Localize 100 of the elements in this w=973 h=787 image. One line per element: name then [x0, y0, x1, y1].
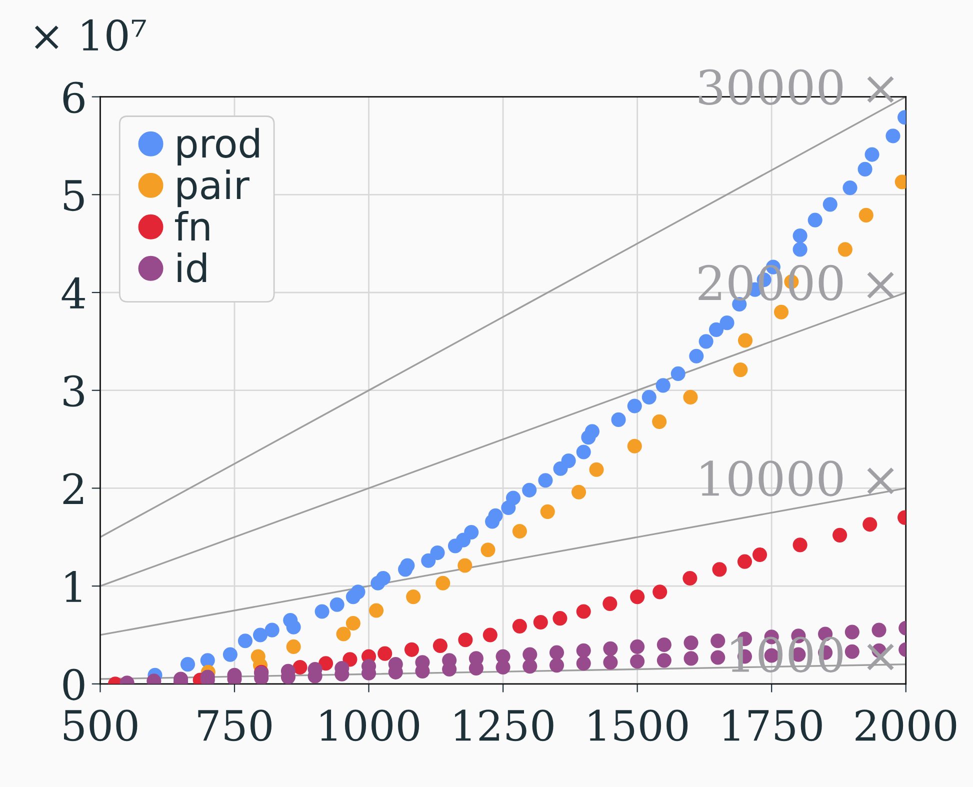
point — [400, 558, 415, 573]
point — [630, 654, 645, 669]
legend-label: prod — [178, 128, 259, 166]
point — [627, 398, 642, 414]
point — [584, 424, 600, 439]
point — [682, 570, 698, 586]
point — [642, 390, 656, 404]
point — [670, 366, 686, 381]
point — [652, 584, 668, 600]
point — [404, 642, 420, 657]
point — [430, 546, 445, 560]
point — [603, 641, 618, 656]
point — [576, 604, 591, 619]
point — [571, 484, 586, 500]
point — [627, 438, 642, 454]
point — [480, 542, 496, 558]
point — [858, 208, 874, 222]
point — [369, 603, 384, 618]
point — [522, 482, 537, 498]
point — [774, 304, 789, 320]
point — [549, 658, 564, 673]
point — [222, 647, 238, 662]
x-tick-label: 1750 — [724, 710, 822, 742]
point — [561, 454, 576, 468]
point — [512, 618, 527, 634]
x-tick-label: 1000 — [320, 710, 420, 742]
point — [540, 504, 555, 519]
point — [689, 348, 704, 364]
point — [792, 228, 808, 244]
y-tick-label: 5 — [64, 180, 84, 212]
point — [792, 538, 808, 552]
y-tick-label: 2 — [63, 473, 83, 504]
point — [488, 508, 503, 523]
point — [611, 412, 626, 427]
point — [872, 622, 886, 638]
point — [698, 334, 714, 349]
x-tick-label: 750 — [198, 710, 272, 742]
point — [286, 639, 301, 654]
point — [350, 584, 366, 600]
point — [603, 655, 618, 670]
point — [844, 624, 860, 640]
point — [710, 650, 726, 665]
legend-label: pair — [178, 169, 250, 208]
point — [533, 614, 548, 630]
point — [656, 653, 672, 668]
point — [346, 616, 360, 631]
point — [656, 637, 672, 652]
point — [378, 646, 392, 661]
point — [576, 656, 591, 671]
y-tick-label: 4 — [62, 277, 85, 308]
point — [710, 634, 726, 648]
point — [708, 322, 724, 337]
point — [482, 628, 498, 642]
point — [552, 611, 568, 626]
point — [683, 390, 698, 404]
point — [862, 517, 878, 532]
point — [656, 378, 670, 393]
point — [506, 490, 521, 506]
point — [684, 651, 698, 666]
point — [733, 362, 748, 378]
point — [330, 597, 344, 612]
point — [342, 652, 358, 667]
point — [630, 590, 645, 604]
legend-label: id — [178, 252, 206, 283]
point — [576, 444, 591, 460]
series-label: 10000 × — [701, 460, 894, 496]
point — [838, 242, 852, 257]
point — [314, 604, 330, 619]
point — [180, 657, 196, 672]
y-tick-label: 0 — [63, 668, 84, 700]
point — [842, 180, 858, 196]
point — [458, 558, 472, 573]
point — [376, 570, 391, 586]
point — [844, 644, 860, 659]
point — [458, 632, 473, 648]
point — [720, 316, 734, 330]
point — [432, 638, 448, 654]
y-tick-label: 6 — [63, 82, 84, 114]
point — [752, 547, 768, 562]
point — [886, 128, 900, 144]
point — [589, 462, 604, 477]
point — [264, 622, 280, 638]
point — [630, 639, 645, 654]
point — [464, 524, 479, 540]
point — [712, 562, 727, 577]
point — [496, 660, 510, 675]
point — [652, 414, 667, 429]
point — [832, 528, 848, 542]
x-tick-label: 1250 — [455, 710, 554, 742]
point — [292, 660, 308, 675]
point — [792, 242, 808, 257]
point — [336, 626, 351, 642]
point — [576, 643, 591, 658]
point — [238, 634, 253, 648]
point — [822, 197, 838, 212]
point — [738, 333, 753, 348]
x-tick-label: 1500 — [589, 710, 688, 742]
x-tick-label: 500 — [64, 710, 138, 742]
point — [421, 553, 436, 568]
y-tick-label: 1 — [66, 570, 82, 602]
